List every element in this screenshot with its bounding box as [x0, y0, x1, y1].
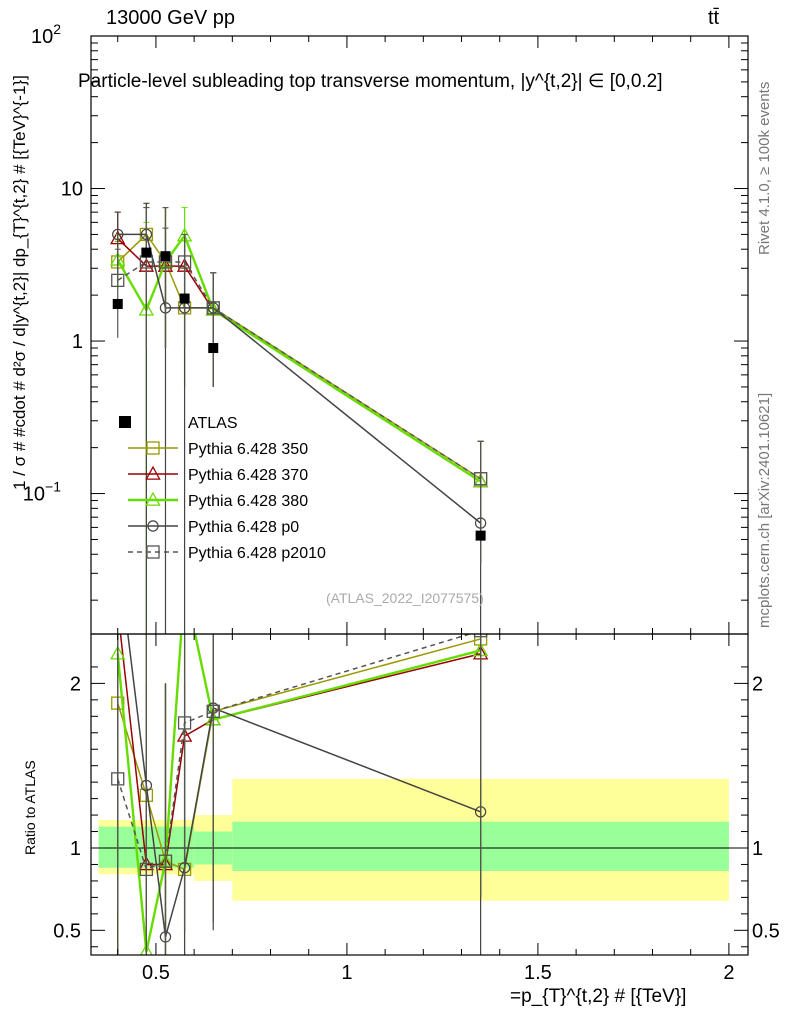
legend: ATLAS Pythia 6.428 350 Pythia 6.428 370 Pyt…	[119, 415, 326, 562]
ratio-point	[140, 943, 153, 955]
atlas-point	[160, 251, 171, 262]
legend-marker	[145, 491, 161, 506]
y-tick-exponent: 2	[53, 21, 61, 37]
y-tick-label: 102	[31, 21, 61, 48]
ratio-point	[177, 716, 192, 730]
ratio-tick-label-right: 0.5	[752, 920, 780, 942]
series-point	[111, 273, 125, 287]
y-tick-exponent: −1	[45, 479, 61, 495]
x-tick-label: 1	[341, 962, 352, 984]
ratio-tick-label-right: 2	[752, 673, 763, 695]
legend-marker	[146, 545, 160, 559]
series-point	[177, 255, 192, 269]
atlas-point	[112, 298, 123, 309]
legend-label: Pythia 6.428 380	[188, 493, 308, 510]
y-tick-label: 10−1	[23, 479, 61, 506]
ratio-frame	[90, 633, 749, 956]
ratio-point	[139, 862, 154, 877]
series-point	[206, 301, 220, 315]
watermark: (ATLAS_2022_I2077575)	[326, 590, 484, 606]
plot-title: Particle-level subleading top transverse…	[78, 71, 663, 92]
ratio-tick-label-left: 0.5	[53, 920, 81, 942]
mcplots-label: mcplots.cern.ch [arXiv:2401.10621]	[756, 392, 773, 628]
ratio-point	[111, 772, 125, 786]
ratio-line-pythia-6-428-p0	[127, 634, 481, 938]
ratio-point	[473, 634, 488, 638]
ratio-point	[113, 547, 123, 557]
process-label: tt̄	[708, 7, 720, 29]
legend-marker	[145, 465, 161, 480]
ratio-point	[111, 602, 124, 614]
legend-marker	[146, 441, 160, 455]
rivet-label: Rivet 4.1.0, ≥ 100k events	[756, 81, 773, 255]
legend-label: Pythia 6.428 370	[188, 467, 308, 484]
ratio-point	[206, 704, 220, 719]
legend-label-atlas: ATLAS	[188, 415, 238, 432]
series-line-pythia-6-428-p2010	[117, 261, 482, 480]
legend-marker	[147, 520, 159, 532]
x-tick-label: 0.5	[142, 962, 170, 984]
ratio-tick-label-left: 1	[70, 838, 81, 860]
y-tick-label: 10	[61, 179, 83, 201]
series-ratio-clip	[110, 547, 489, 955]
atlas-point	[141, 247, 152, 258]
ratio-tick-label-left: 2	[70, 673, 81, 695]
atlas-clip	[112, 247, 486, 541]
ratio-line-pythia-6-428-380	[116, 634, 481, 952]
axes-group: 0.5 1 1.5 2 10−1 1 10 102 0.5 0.5 1 1 2 2	[23, 21, 780, 984]
y-tick-label: 1	[72, 331, 83, 353]
energy-label: 13000 GeV pp	[106, 7, 235, 29]
series-line-pythia-6-428-380	[116, 233, 482, 483]
series-group	[110, 202, 489, 955]
legend-label: Pythia 6.428 p0	[188, 519, 299, 536]
atlas-data-group	[112, 247, 486, 541]
legend-marker-atlas	[119, 416, 131, 428]
y-axis-title: 1 / σ # #cdot # d²σ / d|y^{t,2}| dp_{T}^…	[10, 75, 29, 490]
ratio-line-pythia-6-428-350	[117, 638, 481, 871]
series-line-pythia-6-428-350	[117, 233, 482, 480]
x-axis-title: =p_{T}^{t,2} # [{TeV}]	[510, 986, 687, 1007]
atlas-point	[179, 293, 190, 304]
ratio-tick-label-right: 1	[752, 838, 763, 860]
series-point	[112, 228, 124, 241]
legend-label: Pythia 6.428 350	[188, 441, 308, 458]
ratio-point	[158, 854, 173, 868]
x-tick-label: 1.5	[524, 962, 552, 984]
atlas-point	[208, 343, 219, 354]
x-tick-label: 2	[723, 962, 734, 984]
legend-label: Pythia 6.428 p2010	[188, 545, 326, 562]
series-point	[473, 472, 488, 486]
ratio-y-axis-title: Ratio to ATLAS	[22, 760, 38, 855]
series-main-clip	[110, 202, 489, 634]
atlas-point	[475, 530, 486, 541]
